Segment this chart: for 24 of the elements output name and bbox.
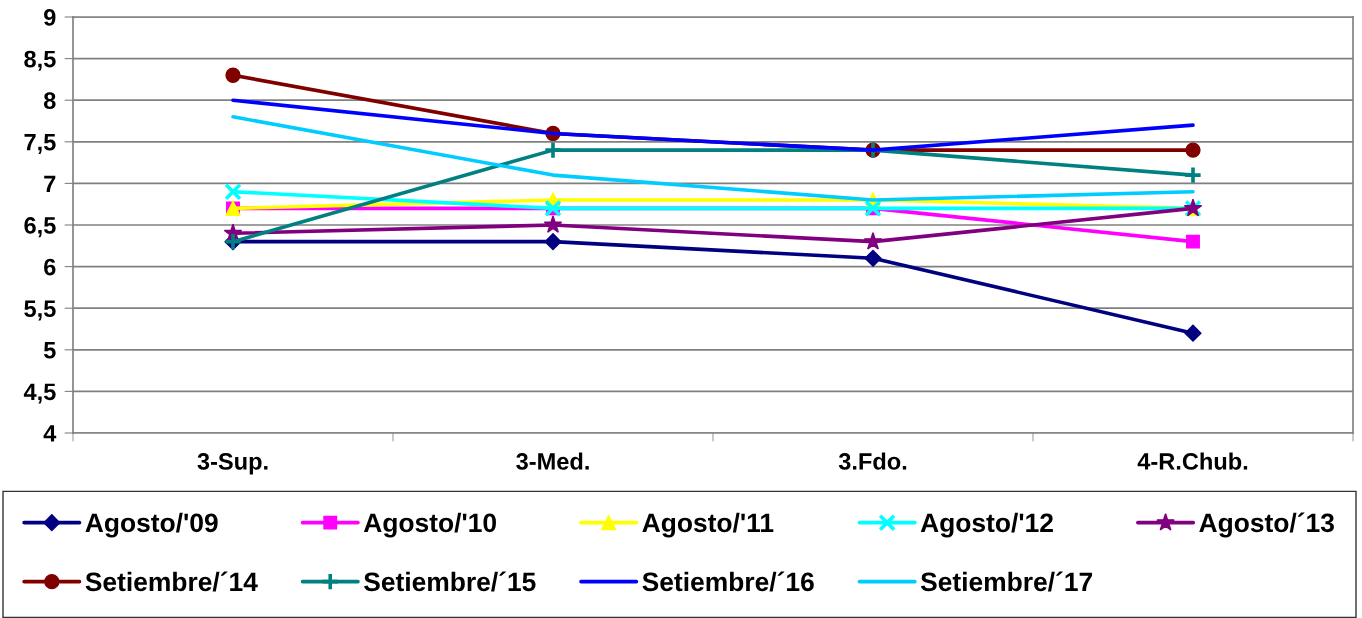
legend-label: Agosto/'12	[920, 512, 1053, 538]
y-tick-label: 6,5	[24, 217, 56, 238]
y-tick-label: 4	[43, 425, 57, 442]
legend-label: Agosto/'10	[363, 512, 496, 538]
y-tick-label: 8	[43, 92, 56, 109]
x-tick-label: 4-R.Chub.	[1137, 452, 1248, 470]
legend-label: Setiembre/´15	[364, 571, 536, 592]
y-tick-label: 5	[43, 342, 56, 359]
legend-label: Agosto/'09	[85, 512, 218, 538]
legend-label: Agosto/´13	[1199, 512, 1334, 538]
y-tick-label: 8,5	[24, 50, 56, 71]
x-tick-label: 3.Fdo.	[838, 452, 907, 470]
legend-label: Setiembre/´14	[85, 571, 258, 592]
y-tick-label: 5,5	[24, 300, 56, 321]
y-tick-label: 9	[44, 9, 56, 26]
y-tick-label: 6	[44, 258, 56, 276]
x-tick-label: 3-Med.	[516, 452, 589, 470]
legend-label: Setiembre/´16	[642, 571, 814, 592]
legend-label: Setiembre/´17	[920, 571, 1093, 592]
y-tick-label: 4,5	[23, 383, 56, 404]
x-tick-label: 3-Sup.	[197, 453, 268, 475]
y-tick-label: 7,5	[24, 134, 56, 155]
legend-label: Agosto/'11	[642, 512, 774, 538]
y-tick-label: 7	[44, 175, 56, 192]
